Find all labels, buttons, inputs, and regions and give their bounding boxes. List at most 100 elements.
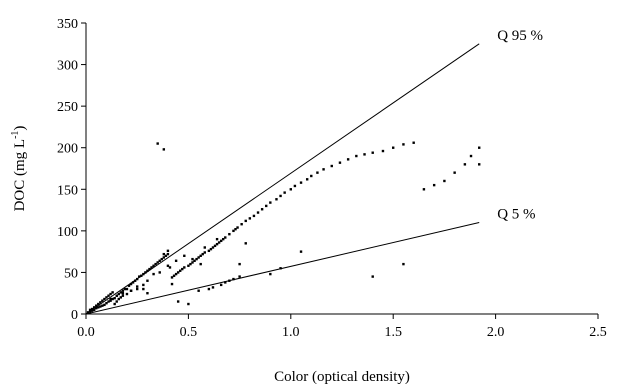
data-point [478,163,481,166]
quantile-label: Q 5 % [497,207,535,223]
x-tick-label: 0.5 [180,325,198,340]
data-point [224,236,227,239]
data-point [183,266,186,269]
data-point [164,254,168,257]
data-point [117,297,120,301]
data-point [148,267,151,271]
data-point [238,262,241,266]
data-point [392,146,395,149]
data-point [238,275,241,278]
data-point [299,250,303,253]
data-point [201,252,204,256]
data-point [224,281,227,284]
quantile-label: Q 95 % [497,28,543,44]
data-point [109,299,112,302]
data-point [136,287,139,291]
data-point [121,292,125,295]
data-point [90,307,94,311]
y-tick-label: 0 [71,308,78,323]
y-axis-title-superscript: -1 [10,131,21,139]
data-point [138,275,141,278]
data-point [99,301,102,304]
data-point [363,153,366,156]
data-point [197,289,200,292]
data-point [199,254,202,257]
data-point [92,306,96,309]
data-point [117,292,120,296]
data-point [133,279,137,282]
data-point [463,163,467,166]
data-point [90,309,94,312]
tick-labels: 0.0 0.5 1.0 1.5 2.0 2.5 0 50 100 150 200 250 300 350 [57,17,607,340]
data-point [469,154,473,158]
data-point [152,264,155,267]
data-point [187,264,190,267]
data-point [162,148,166,151]
data-point [166,249,170,253]
data-point [115,300,118,303]
data-point [156,261,159,264]
data-point [402,143,405,146]
data-point [119,296,123,299]
data-point [244,219,247,223]
data-point [279,267,282,270]
data-point [160,257,163,261]
data-point [310,174,313,178]
data-point [299,181,303,184]
data-point [115,294,118,297]
data-point [252,214,256,218]
data-point [203,246,206,249]
data-point [228,279,231,282]
data-point [228,232,231,236]
data-point [260,208,264,211]
data-point [113,297,116,300]
data-point [107,300,110,303]
data-point [158,259,161,262]
data-point [174,272,178,276]
y-tick-label: 100 [57,225,78,240]
data-point [119,291,123,294]
data-point [154,262,157,266]
data-point [346,158,350,161]
data-point [211,286,215,289]
data-point [213,244,217,248]
data-point [215,237,219,241]
data-point [150,266,153,269]
data-point [443,179,446,183]
x-tick-label: 0.0 [77,325,95,340]
data-point [131,281,135,284]
data-point [170,276,174,279]
data-point [172,274,176,277]
data-point [236,226,239,229]
data-point [158,271,161,274]
line-annotations: Q 95 % Q 5 % [497,28,543,223]
y-tick-label: 50 [64,266,78,281]
data-point [330,164,333,168]
data-point [191,257,194,261]
data-point [101,304,104,307]
data-point [316,171,319,174]
data-point [176,300,180,303]
data-point [127,284,131,287]
data-point [142,283,145,287]
data-point [283,191,286,194]
data-point [219,239,223,243]
data-point [99,305,102,308]
data-point [121,294,125,297]
data-point [203,251,206,254]
data-point [142,287,145,291]
data-point [322,168,325,171]
data-point [136,285,139,288]
data-point [92,308,96,312]
data-point [269,272,272,276]
data-point [109,297,112,301]
data-point [279,194,282,198]
data-point [95,306,98,310]
data-point [181,267,184,271]
data-points [86,141,481,314]
data-point [240,223,243,226]
data-point [422,188,426,191]
data-point [152,272,155,276]
tick-marks [81,22,599,319]
data-point [209,247,213,251]
